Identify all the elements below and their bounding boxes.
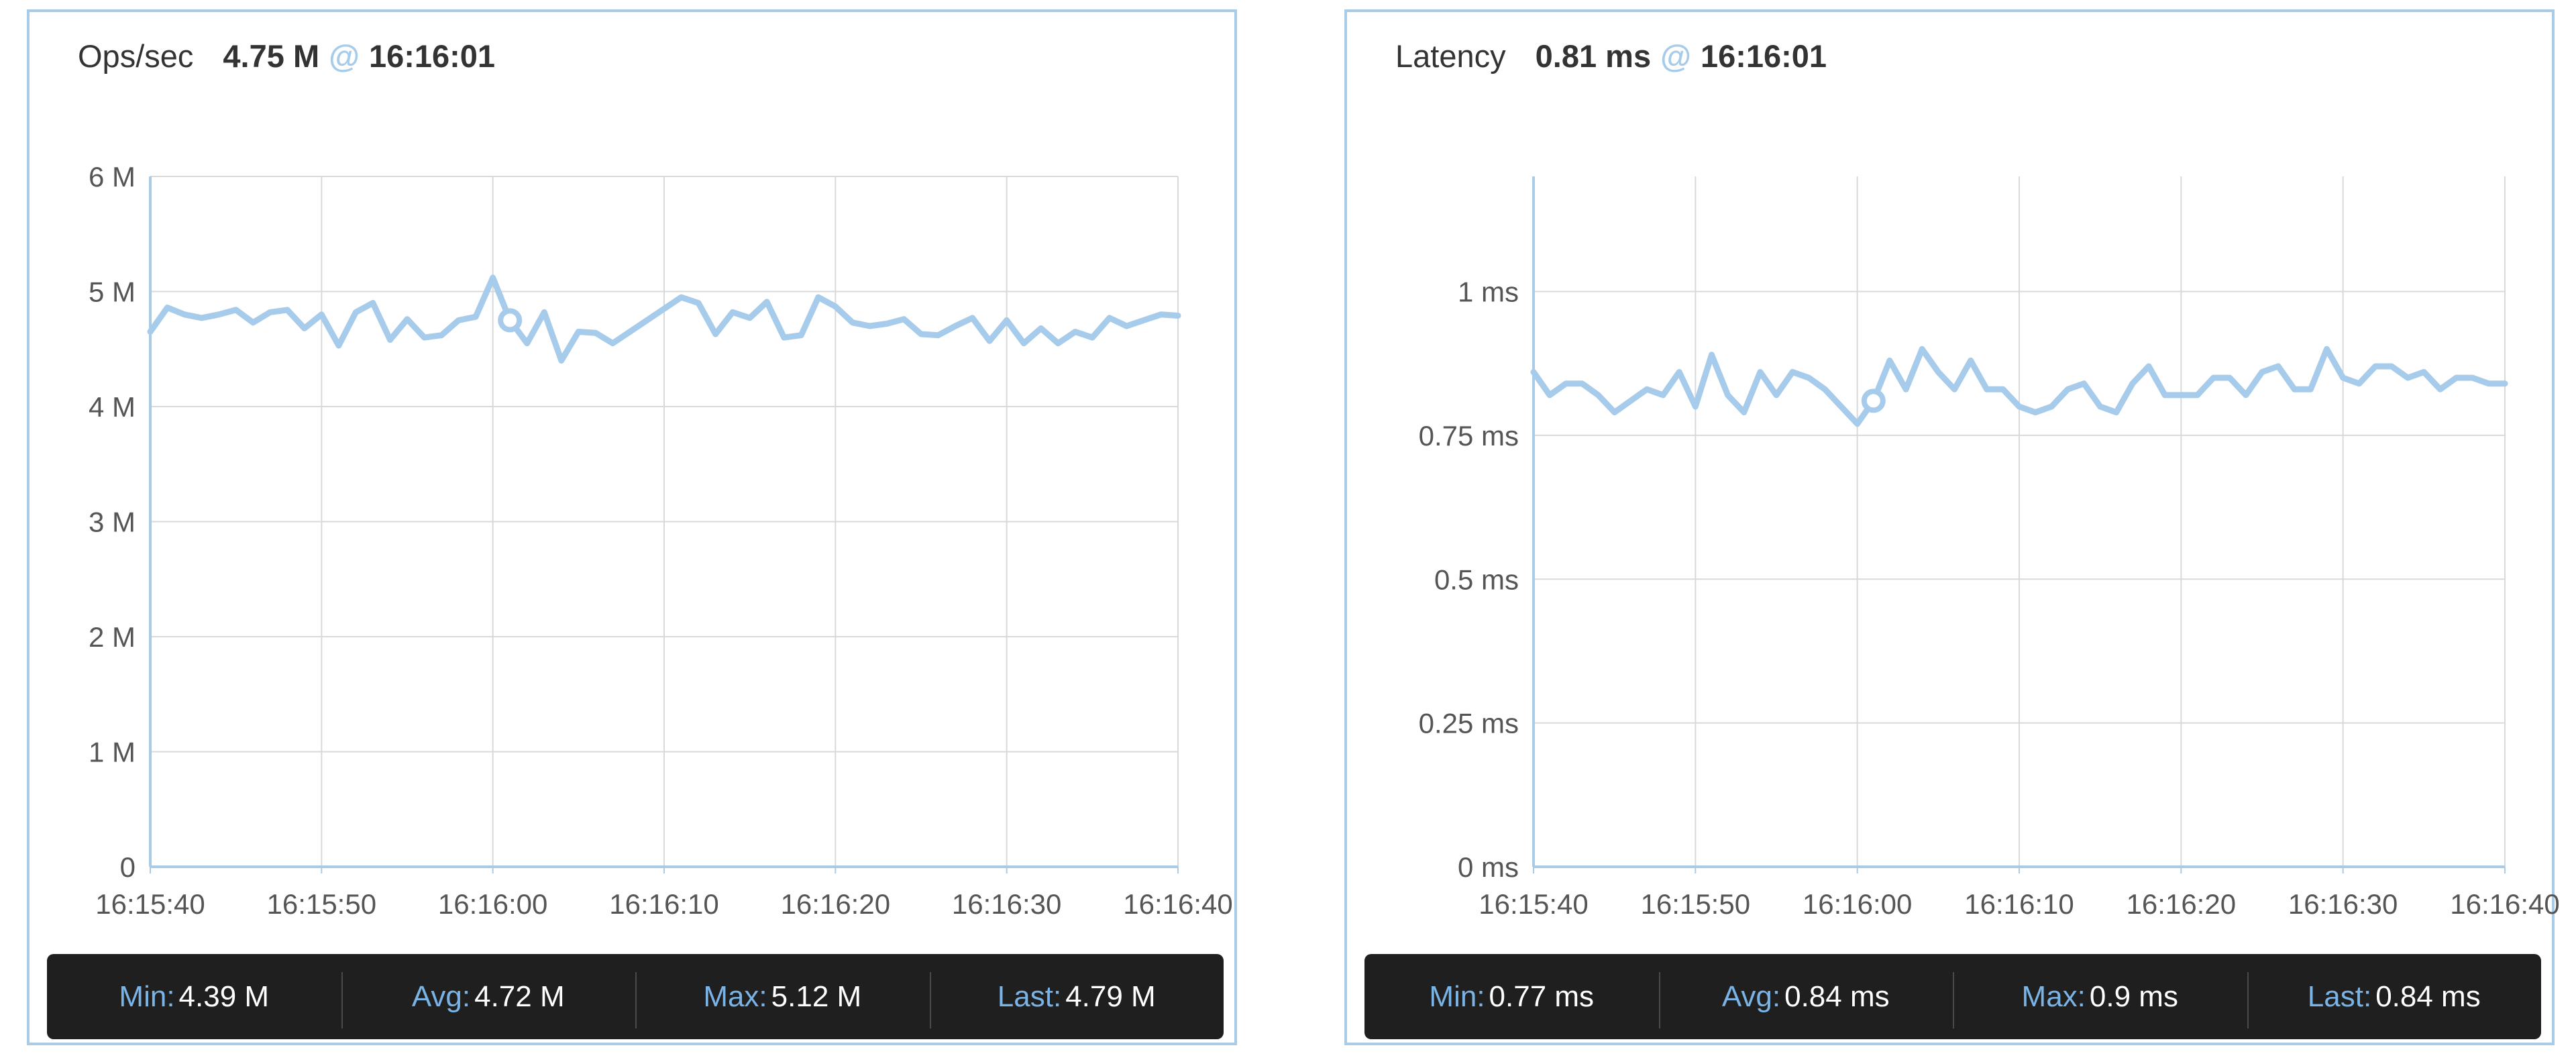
latency-xtick-label: 16:16:00 <box>1803 888 1913 920</box>
latency-line-chart[interactable]: 0 ms 0.25 ms 0.5 ms 0.75 ms 1 ms 16:15:40 16:1… <box>1347 12 2560 951</box>
ops-xtick-label: 16:16:10 <box>609 888 719 920</box>
latency-current-value: 0.81 ms <box>1535 38 1652 74</box>
latency-at-symbol: @ <box>1660 38 1691 74</box>
ops-stat-min-value: 4.39 M <box>178 980 270 1013</box>
latency-ytick-label: 0.5 ms <box>1434 564 1519 595</box>
latency-ytick-label: 1 ms <box>1458 276 1519 308</box>
ops-stat-max: Max: 5.12 M <box>635 971 930 1028</box>
ops-stat-avg-value: 4.72 M <box>474 980 565 1013</box>
ops-xtick-label: 16:16:20 <box>781 888 891 920</box>
ops-stat-max-value: 5.12 M <box>771 980 862 1013</box>
ops-header: Ops/sec 4.75 M @16:16:01 <box>78 40 495 72</box>
ops-current-value: 4.75 M <box>223 38 320 74</box>
latency-header: Latency 0.81 ms @16:16:01 <box>1395 40 1827 72</box>
ops-metric-label: Ops/sec <box>78 38 194 74</box>
ops-ytick-label: 0 <box>120 851 136 883</box>
latency-xtick-label: 16:16:10 <box>1964 888 2074 920</box>
ops-ytick-label: 2 M <box>89 621 136 653</box>
ops-per-sec-panel: Ops/sec 4.75 M @16:16:01 0 1 M 2 M 3 M 4 M 5 M 6… <box>27 9 1237 1045</box>
ops-stat-avg: Avg: 4.72 M <box>341 971 636 1028</box>
latency-panel: Latency 0.81 ms @16:16:01 0 ms 0.25 ms 0.5 m… <box>1344 9 2560 1045</box>
latency-stat-avg-value: 0.84 ms <box>1784 980 1890 1013</box>
ops-highlight-marker <box>498 308 523 333</box>
ops-stat-avg-label: Avg: <box>411 980 471 1013</box>
latency-stat-last-label: Last: <box>2307 980 2372 1013</box>
latency-ytick-label: 0.25 ms <box>1419 708 1519 739</box>
ops-xtick-label: 16:16:00 <box>438 888 548 920</box>
latency-stat-min-value: 0.77 ms <box>1489 980 1595 1013</box>
ops-series-line <box>147 274 1181 364</box>
latency-stats-bar: Min: 0.77 ms Avg: 0.84 ms Max: 0.9 ms Last:… <box>1364 954 2541 1039</box>
ops-xtick-label: 16:15:50 <box>267 888 377 920</box>
ops-stat-last: Last: 4.79 M <box>929 971 1224 1028</box>
ops-current-time: 16:16:01 <box>368 38 496 74</box>
ops-xtick-label: 16:16:40 <box>1123 888 1233 920</box>
latency-xtick-label: 16:15:40 <box>1479 888 1589 920</box>
latency-xtick-label: 16:15:50 <box>1641 888 1751 920</box>
latency-stat-max-label: Max: <box>2021 980 2086 1013</box>
latency-stat-min-label: Min: <box>1429 980 1485 1013</box>
latency-current-time: 16:16:01 <box>1700 38 1827 74</box>
latency-stat-last-value: 0.84 ms <box>2375 980 2481 1013</box>
ops-xtick-label: 16:16:30 <box>952 888 1062 920</box>
ops-stat-min: Min: 4.39 M <box>47 980 341 1014</box>
latency-stat-max-value: 0.9 ms <box>2089 980 2178 1013</box>
latency-metric-label: Latency <box>1395 38 1506 74</box>
latency-xtick-label: 16:16:40 <box>2450 888 2560 920</box>
latency-series-line <box>1530 346 2508 427</box>
latency-stat-min: Min: 0.77 ms <box>1364 980 1659 1014</box>
latency-ytick-label: 0.75 ms <box>1419 420 1519 452</box>
ops-stat-max-label: Max: <box>703 980 767 1013</box>
ops-ytick-label: 1 M <box>89 737 136 768</box>
ops-stat-min-label: Min: <box>119 980 175 1013</box>
latency-ytick-label: 0 ms <box>1458 851 1519 883</box>
ops-at-symbol: @ <box>329 38 360 74</box>
ops-ytick-label: 5 M <box>89 276 136 308</box>
ops-ytick-label: 4 M <box>89 391 136 423</box>
ops-stat-last-label: Last: <box>997 980 1062 1013</box>
latency-stat-avg: Avg: 0.84 ms <box>1658 971 1953 1028</box>
ops-ytick-label: 6 M <box>89 161 136 193</box>
ops-line-chart[interactable]: 0 1 M 2 M 3 M 4 M 5 M 6 M 16:15:40 16:15:50 16:16… <box>30 12 1240 951</box>
latency-stat-last: Last: 0.84 ms <box>2247 971 2542 1028</box>
latency-xtick-label: 16:16:20 <box>2127 888 2237 920</box>
latency-highlight-marker <box>1861 388 1886 413</box>
latency-stat-avg-label: Avg: <box>1721 980 1781 1013</box>
latency-stat-max: Max: 0.9 ms <box>1953 971 2247 1028</box>
ops-xtick-label: 16:15:40 <box>95 888 205 920</box>
ops-stat-last-value: 4.79 M <box>1065 980 1156 1013</box>
ops-ytick-label: 3 M <box>89 507 136 538</box>
latency-xtick-label: 16:16:30 <box>2288 888 2398 920</box>
ops-stats-bar: Min: 4.39 M Avg: 4.72 M Max: 5.12 M Last: 4.… <box>47 954 1224 1039</box>
